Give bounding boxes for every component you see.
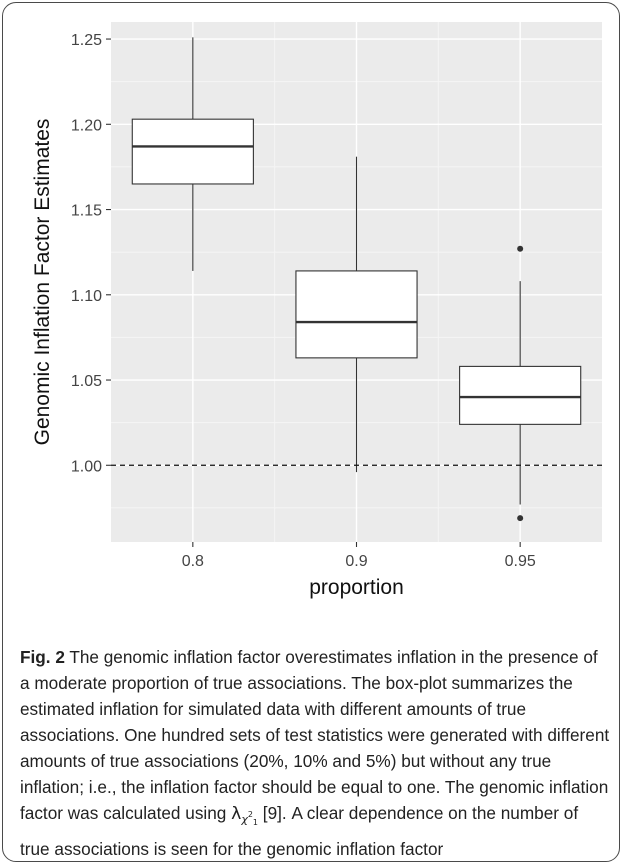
y-tick-label: 1.10 [71,288,102,305]
x-tick-label: 0.9 [345,553,367,570]
box-plot-chart: 1.00 1.05 1.10 1.15 1.20 1.25 0.8 0.9 0.95 propor… [31,22,602,599]
outlier-point [517,245,524,252]
y-tick-label: 1.15 [71,203,102,220]
y-tick-label: 1.00 [71,458,102,475]
y-axis-title: Genomic Inflation Factor Estimates [31,119,54,446]
y-tick-label: 1.25 [71,32,102,49]
y-tick-label: 1.05 [71,373,102,390]
figure-caption: Fig. 2 The genomic inflation factor over… [20,644,610,862]
chi-superscript: 2 [247,810,253,819]
x-tick-label: 0.95 [505,553,536,570]
outlier-point [517,515,524,522]
x-axis-title: proportion [309,576,404,599]
caption-text-end: [9]. A clear dependence on the number of… [20,803,579,859]
caption-text: The genomic inflation factor overestimat… [20,647,610,823]
chi-letter: χ [241,813,248,826]
lambda-letter: λ [231,804,242,824]
chi-subscript: 1 [252,818,259,827]
x-tick-label: 0.8 [182,553,204,570]
box-iqr-0.8 [131,118,254,185]
box-iqr-0.9 [295,270,418,359]
y-tick-label: 1.20 [71,117,102,134]
box-iqr-0.95 [459,365,582,425]
figure-label: Fig. 2 [20,647,65,667]
lambda-symbol: λχ21 [231,804,259,827]
